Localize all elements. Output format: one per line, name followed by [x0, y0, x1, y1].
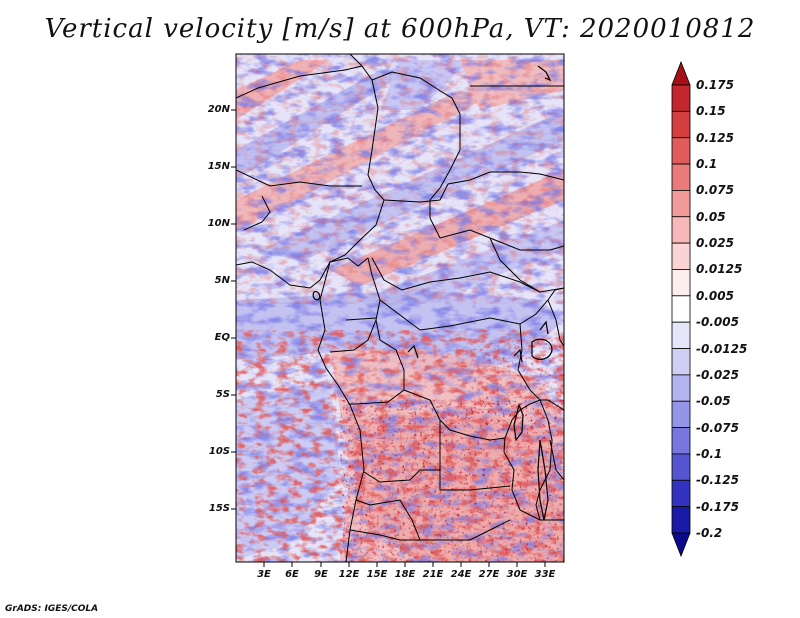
- colorbar-label: 0.05: [696, 209, 726, 224]
- map-frame: [235, 53, 565, 563]
- colorbar: [671, 60, 691, 558]
- credit-text: GrADS: IGES/COLA: [5, 604, 99, 614]
- lat-label-10n: 10N: [207, 218, 230, 229]
- lon-tick-marks: [263, 562, 546, 567]
- country-borders: [236, 54, 564, 562]
- colorbar-box: [671, 110, 691, 139]
- colorbar-label: -0.075: [696, 420, 739, 435]
- colorbar-top-arrow: [671, 60, 691, 86]
- colorbar-box: [671, 479, 691, 508]
- lon-label-21e: 21E: [422, 569, 444, 580]
- lat-label-5s: 5S: [215, 389, 230, 400]
- lon-label-30e: 30E: [506, 569, 528, 580]
- colorbar-box: [671, 216, 691, 244]
- colorbar-box: [671, 269, 691, 297]
- colorbar-label: 0.15: [696, 104, 726, 119]
- colorbar-label: -0.175: [696, 499, 739, 514]
- colorbar-box: [671, 506, 691, 534]
- lon-label-27e: 27E: [478, 569, 500, 580]
- colorbar-box: [671, 400, 691, 428]
- lat-label-15n: 15N: [207, 161, 230, 172]
- colorbar-box: [671, 295, 691, 323]
- colorbar-box: [671, 137, 691, 165]
- velocity-field: [236, 54, 564, 562]
- lon-label-24e: 24E: [450, 569, 472, 580]
- lon-label-9e: 9E: [314, 569, 328, 580]
- lon-label-18e: 18E: [394, 569, 416, 580]
- lat-label-20n: 20N: [207, 104, 230, 115]
- lon-label-3e: 3E: [257, 569, 271, 580]
- lakes: [312, 65, 553, 521]
- colorbar-box: [671, 242, 691, 270]
- lat-label-eq: EQ: [214, 332, 230, 343]
- colorbar-label: -0.05: [696, 394, 731, 409]
- colorbar-label: -0.125: [696, 473, 739, 488]
- colorbar-label: -0.2: [696, 526, 723, 540]
- lon-label-33e: 33E: [534, 569, 556, 580]
- lat-label-5n: 5N: [214, 275, 230, 286]
- colorbar-label: 0.125: [696, 130, 734, 145]
- colorbar-label: -0.1: [696, 446, 723, 461]
- lon-label-6e: 6E: [285, 569, 299, 580]
- lat-label-10s: 10S: [208, 446, 230, 457]
- lon-label-12e: 12E: [338, 569, 360, 580]
- colorbar-box: [671, 374, 691, 402]
- lon-label-15e: 15E: [366, 569, 388, 580]
- colorbar-label: 0.075: [696, 183, 734, 198]
- colorbar-label: 0.005: [696, 288, 734, 303]
- colorbar-label: 0.025: [696, 236, 734, 251]
- colorbar-label: 0.175: [696, 78, 734, 92]
- colorbar-box: [671, 321, 691, 349]
- colorbar-box: [671, 453, 691, 481]
- colorbar-label: 0.0125: [696, 262, 743, 277]
- colorbar-box: [671, 190, 691, 218]
- colorbar-box: [671, 163, 691, 191]
- lat-tick-marks: [231, 109, 236, 510]
- chart-title: Vertical velocity [m/s] at 600hPa, VT: 2…: [44, 14, 756, 44]
- colorbar-label: 0.1: [696, 157, 718, 172]
- colorbar-bottom-arrow: [671, 532, 691, 558]
- colorbar-box: [671, 348, 691, 376]
- colorbar-label: -0.025: [696, 367, 739, 382]
- lat-label-15s: 15S: [208, 503, 230, 514]
- colorbar-box: [671, 84, 691, 112]
- colorbar-box: [671, 427, 691, 455]
- colorbar-boxes: [671, 84, 691, 534]
- colorbar-label: -0.005: [696, 315, 739, 330]
- colorbar-label: -0.0125: [696, 341, 748, 356]
